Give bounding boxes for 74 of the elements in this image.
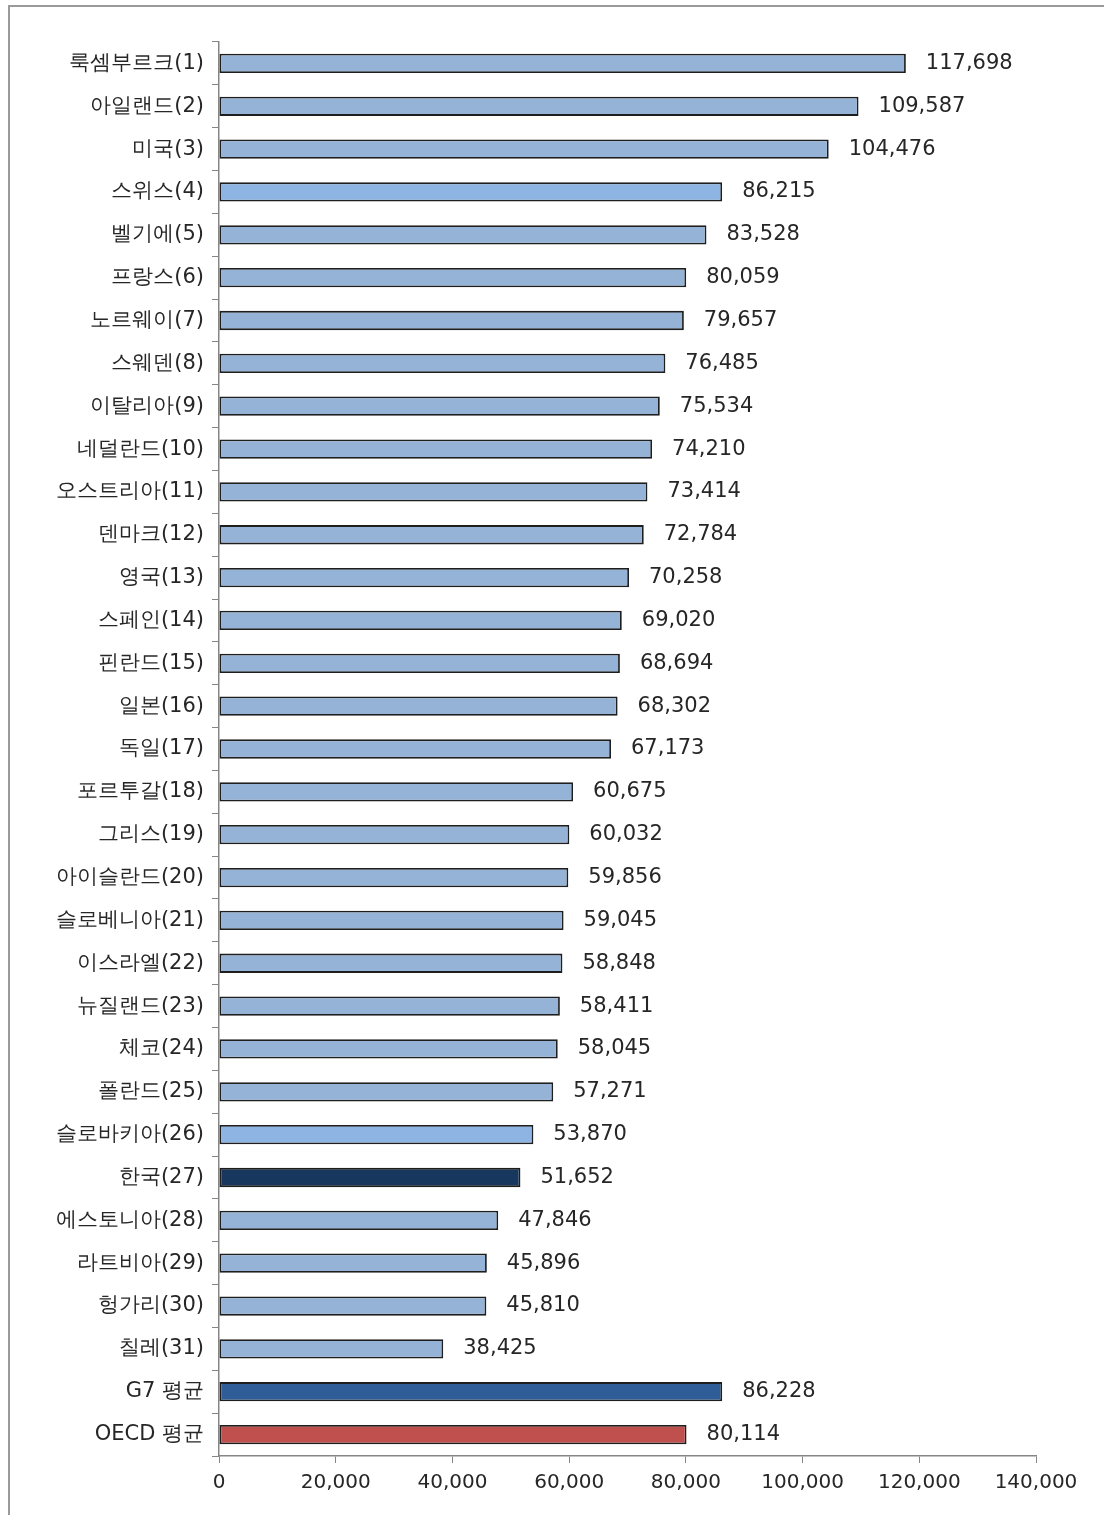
x-tick-label: 20,000	[300, 1469, 371, 1494]
data-label: 76,485	[685, 349, 759, 374]
x-tick-label: 100,000	[761, 1469, 844, 1494]
y-tick-label: 영국(13)	[118, 564, 204, 589]
data-label: 75,534	[679, 392, 754, 417]
data-label: 117,698	[925, 49, 1013, 74]
data-label: 53,870	[553, 1121, 627, 1146]
data-label: 45,810	[506, 1292, 580, 1317]
data-label: 68,694	[639, 649, 714, 674]
data-label: 73,414	[667, 478, 741, 503]
y-tick-label: 미국(3)	[132, 135, 204, 160]
y-tick-label: 에스토니아(28)	[55, 1206, 204, 1231]
y-tick-label: OECD 평균	[94, 1421, 204, 1446]
x-tick-label: 0	[212, 1469, 226, 1494]
y-tick-label: 헝가리(30)	[97, 1292, 204, 1317]
y-tick-label: 벨기에(5)	[111, 221, 204, 246]
data-label: 60,675	[593, 778, 667, 803]
y-tick-label: 스페인(14)	[97, 606, 204, 631]
data-label: 58,848	[582, 949, 656, 974]
data-label: 109,587	[878, 92, 966, 117]
data-label: 59,045	[583, 906, 658, 931]
x-tick-label: 40,000	[417, 1469, 488, 1494]
data-label: 69,020	[641, 606, 716, 631]
y-tick-label: 슬로베니아(21)	[55, 906, 204, 931]
y-tick-label: 노르웨이(7)	[90, 306, 204, 331]
data-label: 74,210	[672, 435, 746, 460]
data-label: 83,528	[726, 221, 800, 246]
data-label: 58,045	[577, 1035, 652, 1060]
y-tick-label: 포르투갈(18)	[76, 778, 204, 803]
data-label: 68,302	[637, 692, 712, 717]
y-tick-label: 이탈리아(9)	[90, 392, 204, 417]
data-label: 80,114	[706, 1421, 781, 1446]
x-tick-label: 80,000	[650, 1469, 721, 1494]
y-tick-label: 아일랜드(2)	[90, 92, 204, 117]
y-tick-label: 뉴질랜드(23)	[76, 992, 204, 1017]
data-label: 58,411	[579, 992, 654, 1017]
y-tick-label: 일본(16)	[118, 692, 204, 717]
data-label: 104,476	[848, 135, 936, 160]
data-label: 67,173	[631, 735, 705, 760]
y-tick-label: 룩셈부르크(1)	[69, 49, 204, 74]
y-tick-label: 덴마크(12)	[97, 521, 204, 546]
y-tick-label: 이스라엘(22)	[76, 949, 204, 974]
data-label: 59,856	[588, 864, 662, 888]
y-tick-label: 핀란드(15)	[97, 649, 204, 674]
x-tick-label: 60,000	[534, 1469, 605, 1494]
y-tick-label: G7 평균	[125, 1378, 204, 1403]
y-tick-label: 아이슬란드(20)	[55, 864, 204, 888]
y-tick-label: 슬로바키아(26)	[55, 1121, 204, 1146]
y-tick-label: 칠레(31)	[118, 1335, 204, 1360]
data-label: 38,425	[463, 1335, 537, 1360]
data-label: 70,258	[649, 564, 723, 589]
y-tick-label: 오스트리아(11)	[55, 478, 204, 503]
data-label: 86,228	[742, 1378, 816, 1403]
y-tick-label: 한국(27)	[118, 1163, 204, 1188]
data-label: 57,271	[573, 1078, 647, 1103]
data-label: 60,032	[589, 821, 663, 846]
data-label: 45,896	[506, 1249, 581, 1274]
data-label: 72,784	[663, 521, 738, 546]
x-tick-label: 140,000	[994, 1469, 1078, 1494]
y-tick-label: 프랑스(6)	[111, 264, 204, 289]
data-label: 86,215	[742, 178, 816, 203]
y-tick-label: 라트비아(29)	[76, 1249, 204, 1274]
y-tick-label: 그리스(19)	[97, 821, 204, 846]
y-tick-label: 네덜란드(10)	[76, 435, 204, 460]
data-label: 80,059	[706, 264, 780, 289]
y-tick-label: 스웨덴(8)	[111, 349, 204, 374]
y-tick-label: 폴란드(25)	[97, 1078, 204, 1103]
y-tick-label: 체코(24)	[118, 1035, 204, 1060]
x-tick-label: 120,000	[877, 1469, 961, 1494]
data-label: 79,657	[703, 306, 778, 331]
data-label: 51,652	[540, 1163, 614, 1188]
y-tick-label: 독일(17)	[118, 735, 204, 760]
y-tick-label: 스위스(4)	[111, 178, 204, 203]
data-label: 47,846	[518, 1206, 592, 1231]
